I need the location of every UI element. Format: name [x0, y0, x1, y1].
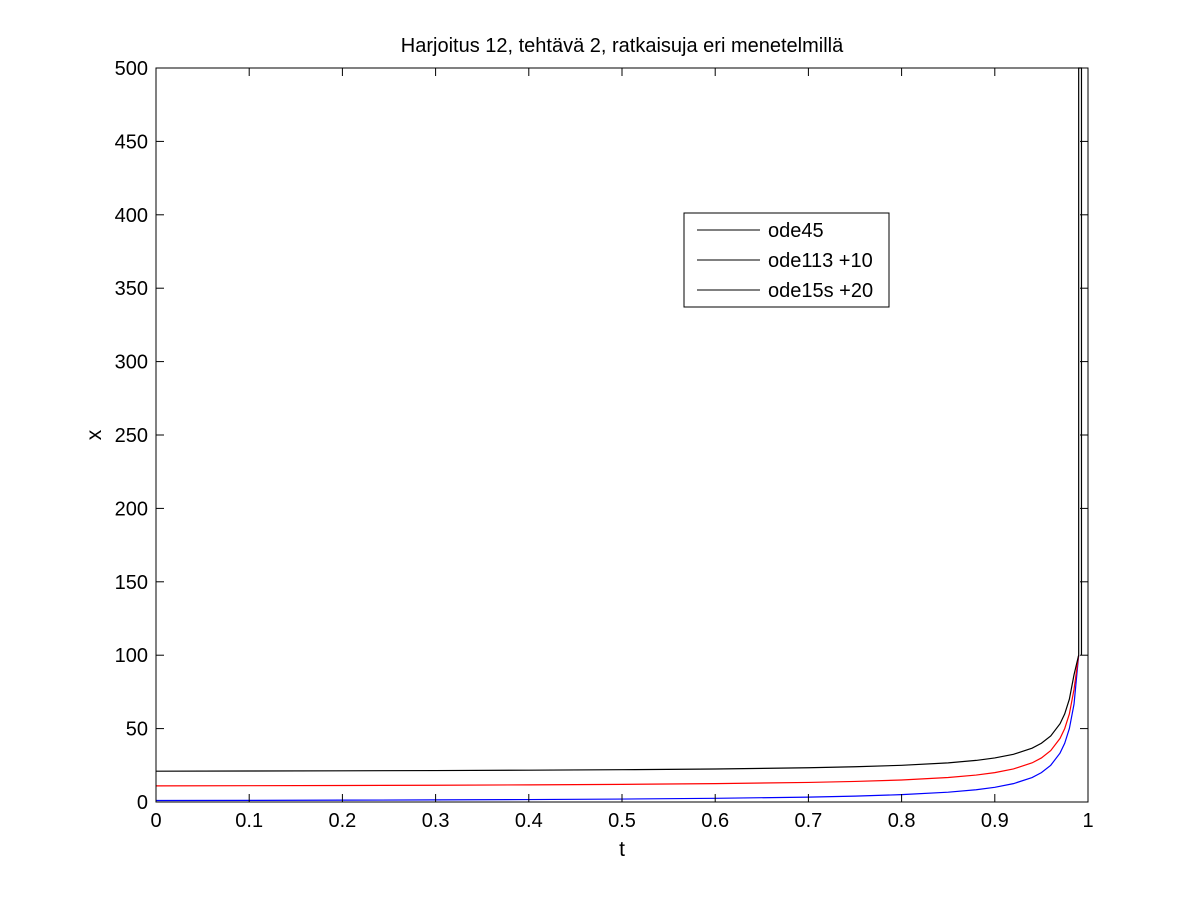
chart-title: Harjoitus 12, tehtävä 2, ratkaisuja eri …	[401, 35, 844, 57]
plot-area	[156, 68, 1088, 802]
x-tick-label: 0.7	[794, 810, 822, 832]
x-tick-label: 0.6	[701, 810, 729, 832]
y-tick-label: 0	[137, 792, 148, 814]
legend-label-ode113: ode113 +10	[768, 250, 873, 272]
legend-label-ode45: ode45	[768, 220, 824, 242]
x-tick-label: 0.3	[422, 810, 450, 832]
tick-layer: 0 0.1 0.2 0.3 0.4 0.5 0.6 0.7 0.8 0.9 1 0 50 100 150 20…	[115, 58, 1094, 832]
y-tick-label: 200	[115, 498, 148, 520]
series-line-0	[155, 655, 1080, 802]
legend: ode45 ode113 +10 ode15s +20	[683, 212, 890, 308]
y-tick-label: 100	[115, 645, 148, 667]
x-tick-label: 0.4	[515, 810, 543, 832]
x-tick-label: 1	[1082, 810, 1093, 832]
series-layer	[155, 67, 1083, 802]
x-tick-label: 0	[150, 810, 161, 832]
x-tick-label: 0.8	[888, 810, 916, 832]
y-tick-label: 50	[126, 719, 148, 741]
x-tick-label: 0.2	[328, 810, 356, 832]
y-tick-label: 400	[115, 205, 148, 227]
series-line-1	[155, 655, 1080, 787]
y-tick-label: 500	[115, 58, 148, 80]
y-axis-label: x	[83, 429, 106, 440]
y-tick-label: 350	[115, 278, 148, 300]
x-axis-label: t	[619, 838, 625, 861]
x-tick-label: 0.9	[981, 810, 1009, 832]
series-line-2	[155, 67, 1083, 772]
y-tick-label: 450	[115, 131, 148, 153]
y-tick-label: 250	[115, 425, 148, 447]
legend-label-ode15s: ode15s +20	[768, 280, 873, 302]
y-tick-label: 300	[115, 352, 148, 374]
y-tick-label: 150	[115, 572, 148, 594]
x-tick-label: 0.1	[235, 810, 263, 832]
x-tick-label: 0.5	[608, 810, 636, 832]
plot-frame	[155, 67, 1089, 803]
